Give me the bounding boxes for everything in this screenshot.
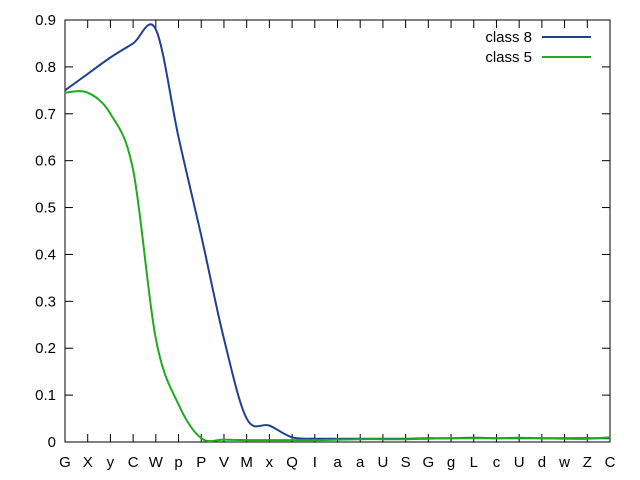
plot-area	[64, 19, 611, 443]
y-axis: 0 0.1 0.2 0.3 0.4 0.5 0.6 0.7 0.8 0.9	[35, 12, 610, 451]
x-tick-label: y	[107, 454, 115, 471]
x-tick-label: S	[401, 454, 411, 471]
y-tick-label: 0.1	[35, 387, 56, 404]
plot-border	[64, 19, 611, 443]
x-tick-label: p	[174, 454, 182, 471]
x-tick-label: C	[128, 454, 139, 471]
y-tick-label: 0	[48, 434, 56, 451]
x-tick-label: c	[493, 454, 501, 471]
legend-label: class 8	[485, 29, 532, 46]
y-tick-label: 0.3	[35, 293, 56, 310]
x-tick-label: V	[219, 454, 229, 471]
y-tick-label: 0.7	[35, 106, 56, 123]
legend: class 8 class 5	[485, 29, 591, 66]
y-tick-label: 0.2	[35, 340, 56, 357]
y-tick-label: 0.4	[35, 246, 56, 263]
x-tick-label: L	[470, 454, 478, 471]
y-tick-label: 0.6	[35, 153, 56, 170]
x-tick-label: U	[514, 454, 525, 471]
x-tick-label: M	[240, 454, 253, 471]
x-tick-label: Q	[286, 454, 298, 471]
x-tick-label: w	[558, 454, 570, 471]
x-tick-label: G	[422, 454, 434, 471]
x-tick-label: U	[377, 454, 388, 471]
x-tick-label: a	[333, 454, 342, 471]
x-tick-label: I	[313, 454, 317, 471]
x-tick-label: g	[447, 454, 455, 471]
series-lines	[64, 23, 611, 443]
legend-label: class 5	[485, 49, 532, 66]
x-tick-label: d	[538, 454, 546, 471]
x-tick-label: W	[149, 454, 164, 471]
x-tick-label: x	[266, 454, 274, 471]
x-tick-label: X	[83, 454, 93, 471]
series-line-class-5	[64, 90, 611, 443]
x-tick-label: Z	[583, 454, 592, 471]
y-tick-label: 0.5	[35, 200, 56, 217]
x-tick-label: C	[605, 454, 616, 471]
y-tick-label: 0.8	[35, 59, 56, 76]
x-tick-label: G	[59, 454, 71, 471]
x-tick-label: a	[356, 454, 365, 471]
y-tick-label: 0.9	[35, 12, 56, 29]
x-tick-label: P	[196, 454, 206, 471]
series-line-class-8	[64, 23, 610, 440]
